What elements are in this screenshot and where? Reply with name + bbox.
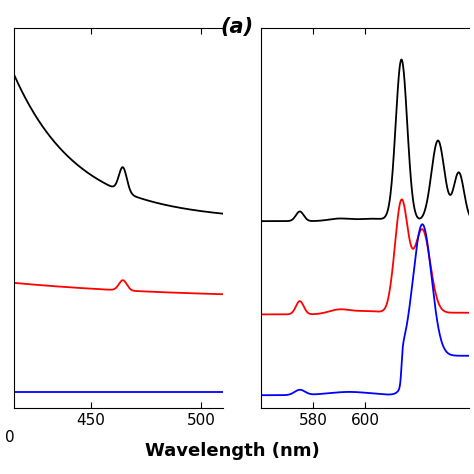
Text: 0: 0 bbox=[5, 430, 14, 446]
Text: (a): (a) bbox=[220, 17, 254, 36]
Text: Wavelength (nm): Wavelength (nm) bbox=[145, 442, 319, 460]
